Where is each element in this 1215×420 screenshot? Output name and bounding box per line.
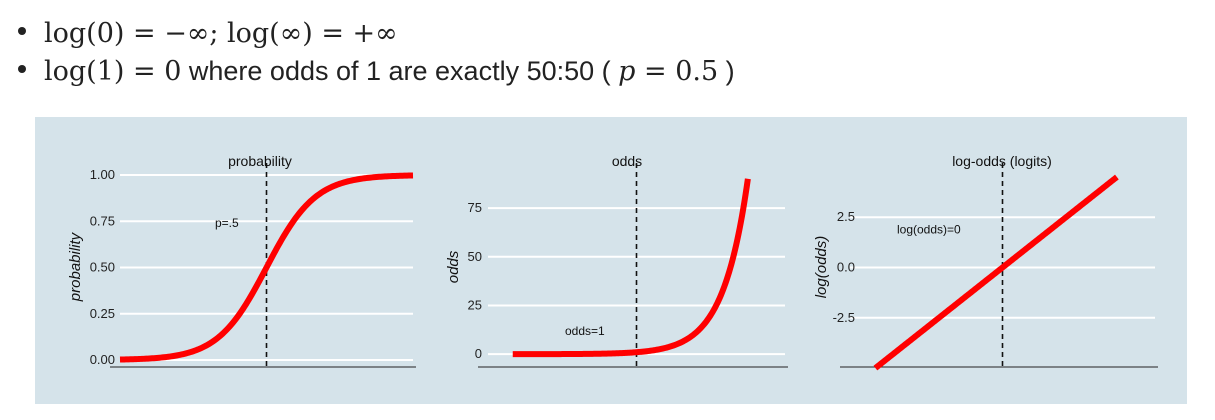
bullet-1-part-1: log(0) = −∞; log(∞) = +∞ bbox=[44, 18, 398, 49]
chart-title: odds bbox=[612, 153, 642, 169]
chart-3: -2.5 0.0 2.5 log-odds (logits) log(odds) log(… bbox=[813, 153, 1158, 371]
bullet-2-part-2: where odds of 1 are exactly 50:50 ( bbox=[181, 56, 619, 86]
bullet-list: log(0) = −∞; log(∞) = +∞ log(1) = 0 wher… bbox=[0, 0, 1215, 110]
charts-panel: 0.00 0.25 0.50 0.75 1.00 probability probabili… bbox=[35, 117, 1187, 404]
y-tick-label: 0.00 bbox=[90, 352, 115, 367]
chart-title: probability bbox=[228, 153, 292, 169]
annotation: p=.5 bbox=[215, 216, 239, 230]
y-tick-label: 0.75 bbox=[90, 213, 115, 228]
annotation: log(odds)=0 bbox=[897, 222, 961, 236]
y-tick-label: 25 bbox=[468, 297, 482, 312]
bullet-dot bbox=[18, 27, 26, 35]
bullet-2-part-5: ) bbox=[718, 56, 735, 86]
annotation: odds=1 bbox=[565, 324, 605, 338]
y-tick-label: -2.5 bbox=[833, 310, 855, 325]
y-tick-label: 0 bbox=[475, 346, 482, 361]
y-axis-label: log(odds) bbox=[813, 236, 830, 299]
bullet-text-2: log(1) = 0 where odds of 1 are exactly 5… bbox=[44, 56, 735, 87]
y-tick-label: 2.5 bbox=[837, 209, 855, 224]
charts-svg: 0.000.250.500.751.00probabilityprobabili… bbox=[67, 153, 1158, 371]
series-line bbox=[119, 172, 414, 363]
bullet-2-part-4: = 0.5 bbox=[635, 56, 719, 87]
y-tick-label: 75 bbox=[468, 200, 482, 215]
chart-2: 0 25 50 75 odds odds odds=1 bbox=[445, 153, 788, 368]
y-tick-label: 0.0 bbox=[837, 260, 855, 275]
y-tick-label: 0.50 bbox=[90, 260, 115, 275]
y-axis-label: probability bbox=[67, 231, 84, 302]
series-line bbox=[512, 178, 751, 358]
y-axis-label: odds bbox=[445, 250, 462, 283]
bullet-item-1: log(0) = −∞; log(∞) = +∞ bbox=[18, 18, 398, 49]
bullet-dot bbox=[18, 65, 26, 73]
y-tick-label: 50 bbox=[468, 249, 482, 264]
chart-1: 0.00 0.25 0.50 0.75 1.00 probability probabili… bbox=[67, 153, 416, 368]
bullet-2-part-1: log(1) = 0 bbox=[44, 56, 182, 87]
y-tick-label: 1.00 bbox=[90, 167, 115, 182]
bullet-text-1: log(0) = −∞; log(∞) = +∞ bbox=[44, 18, 398, 49]
bullet-2-part-3: p bbox=[618, 56, 636, 87]
chart-title: log-odds (logits) bbox=[952, 153, 1052, 169]
y-tick-label: 0.25 bbox=[90, 306, 115, 321]
series-line bbox=[873, 174, 1119, 371]
bullet-item-2: log(1) = 0 where odds of 1 are exactly 5… bbox=[18, 56, 735, 87]
